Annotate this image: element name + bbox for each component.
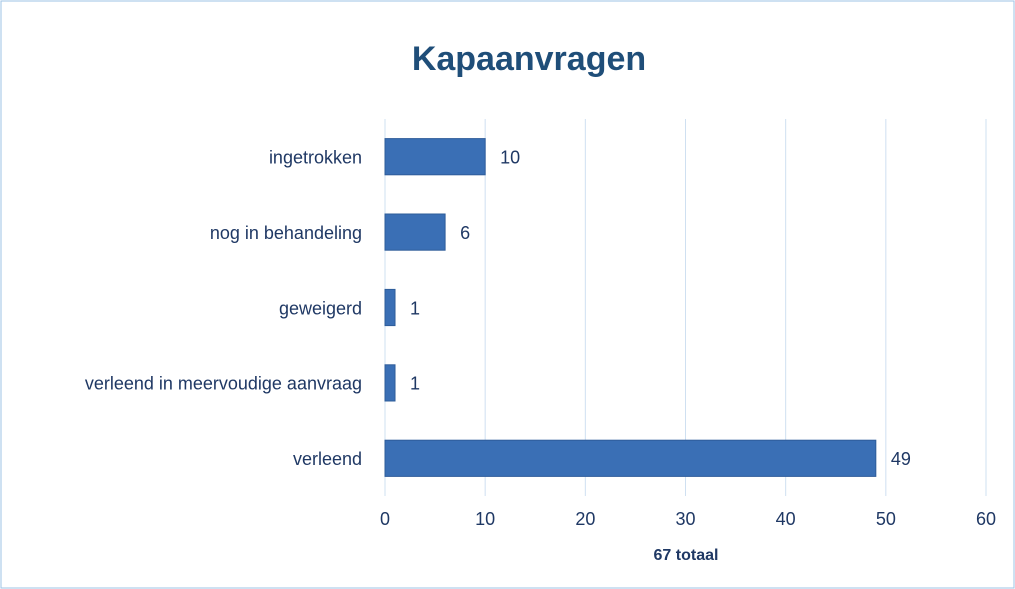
x-tick-label: 40 bbox=[776, 509, 796, 529]
y-tick-label: geweigerd bbox=[279, 298, 362, 318]
y-tick-label: nog in behandeling bbox=[210, 223, 362, 243]
x-tick-label: 50 bbox=[876, 509, 896, 529]
x-tick-label: 0 bbox=[380, 509, 390, 529]
bar bbox=[384, 213, 446, 251]
data-label: 49 bbox=[891, 449, 911, 469]
data-label: 1 bbox=[410, 298, 420, 318]
x-tick-label: 20 bbox=[575, 509, 595, 529]
x-axis-label: 67 totaal bbox=[654, 547, 719, 564]
bar bbox=[384, 364, 396, 402]
data-label: 10 bbox=[500, 147, 520, 167]
bar bbox=[384, 288, 396, 327]
bar bbox=[384, 138, 486, 176]
bar bbox=[384, 439, 877, 477]
data-label: 1 bbox=[410, 374, 420, 394]
data-label: 6 bbox=[460, 223, 470, 243]
chart-title: Kapaanvragen bbox=[412, 40, 646, 78]
y-tick-label: verleend in meervoudige aanvraag bbox=[85, 374, 362, 394]
x-tick-label: 30 bbox=[675, 509, 695, 529]
y-tick-label: ingetrokken bbox=[269, 147, 362, 167]
x-tick-label: 10 bbox=[475, 509, 495, 529]
y-tick-label: verleend bbox=[293, 449, 362, 469]
x-tick-label: 60 bbox=[976, 509, 996, 529]
